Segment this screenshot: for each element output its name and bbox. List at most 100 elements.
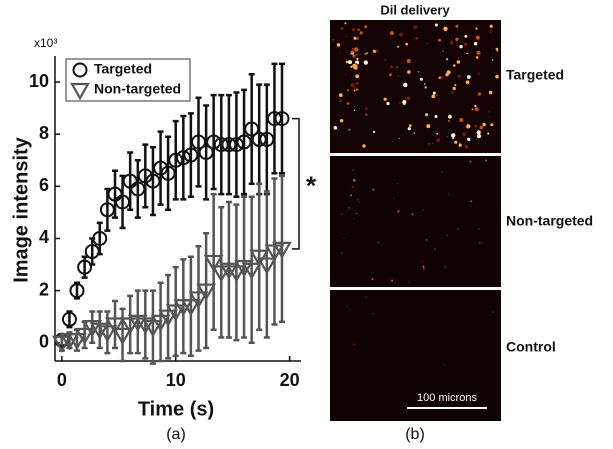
speckle [411, 213, 414, 216]
speckle [333, 126, 338, 130]
marker [266, 111, 282, 127]
error-bar [278, 62, 285, 175]
image-panel [330, 290, 501, 421]
speckle [375, 49, 379, 53]
speckle [424, 83, 426, 85]
speckle [397, 45, 400, 48]
speckle [355, 81, 359, 86]
y-axis-label: Image intensity [10, 136, 32, 282]
speckle [339, 99, 342, 103]
error-bar [225, 200, 232, 339]
speckle [453, 64, 456, 67]
marker [107, 186, 123, 202]
marker [236, 134, 252, 150]
speckle [465, 80, 470, 85]
speckle [396, 66, 399, 68]
speckle [466, 124, 471, 129]
speckle [377, 242, 379, 245]
error-bar [172, 119, 179, 201]
marker [228, 137, 244, 153]
error-bar [149, 289, 156, 365]
marker [115, 194, 131, 210]
speckle [408, 124, 412, 127]
speckle [398, 137, 400, 139]
error-bar [241, 88, 248, 196]
speckle [485, 159, 487, 162]
speckle [413, 132, 416, 134]
speckle [488, 111, 491, 113]
error-bar [142, 289, 149, 360]
speckle [476, 134, 482, 139]
error-bar [134, 289, 141, 355]
marker [175, 150, 191, 166]
speckle [454, 84, 457, 87]
image-title: Dil delivery [380, 2, 450, 17]
speckle [354, 86, 357, 89]
error-bar [271, 177, 278, 326]
speckle [400, 62, 402, 64]
marker [196, 283, 217, 301]
speckle [444, 266, 447, 268]
speckle [345, 74, 347, 76]
speckle [477, 72, 480, 75]
speckle [353, 36, 357, 40]
speckle [372, 188, 375, 191]
speckle [413, 37, 416, 40]
speckle [406, 59, 411, 63]
error-bar [248, 72, 255, 185]
error-bar [142, 143, 149, 209]
speckle [415, 36, 419, 41]
speckle [346, 102, 350, 105]
speckle [391, 279, 394, 282]
speckle [441, 171, 443, 173]
speckle [352, 179, 356, 182]
speckle [372, 49, 376, 53]
speckle [407, 70, 411, 74]
error-bar [233, 91, 240, 199]
speckle [446, 136, 449, 138]
speckle [353, 109, 356, 112]
speckle [346, 89, 350, 92]
speckle [449, 40, 454, 45]
x-tick-label: 0 [57, 370, 67, 390]
error-bar [263, 190, 270, 339]
speckle [417, 70, 420, 73]
speckle [463, 42, 468, 47]
speckle [373, 130, 376, 133]
marker [272, 241, 292, 260]
speckle [466, 75, 471, 79]
marker [74, 327, 95, 346]
speckle [349, 194, 352, 197]
marker [191, 134, 206, 150]
speckle [479, 125, 483, 130]
speckle [359, 31, 363, 35]
marker [135, 317, 156, 335]
speckle [475, 56, 479, 59]
speckle [336, 128, 339, 131]
error-bar [233, 203, 240, 342]
speckle [474, 104, 477, 107]
error-bar [187, 112, 194, 199]
speckle [371, 278, 374, 281]
speckle [475, 35, 480, 40]
error-bar [248, 195, 255, 345]
speckle [432, 91, 436, 95]
marker [82, 320, 103, 338]
speckle [442, 50, 444, 52]
legend-marker [72, 62, 88, 78]
speckle [355, 74, 360, 79]
speckle [478, 241, 481, 244]
error-bar [127, 151, 134, 212]
speckle [339, 119, 344, 123]
marker [105, 317, 125, 335]
speckle [476, 130, 481, 135]
speckle [448, 120, 450, 122]
speckle [470, 200, 473, 203]
marker [219, 262, 239, 280]
speckle [454, 140, 458, 144]
speckle [353, 89, 356, 92]
marker [256, 257, 277, 275]
speckle [467, 137, 471, 141]
